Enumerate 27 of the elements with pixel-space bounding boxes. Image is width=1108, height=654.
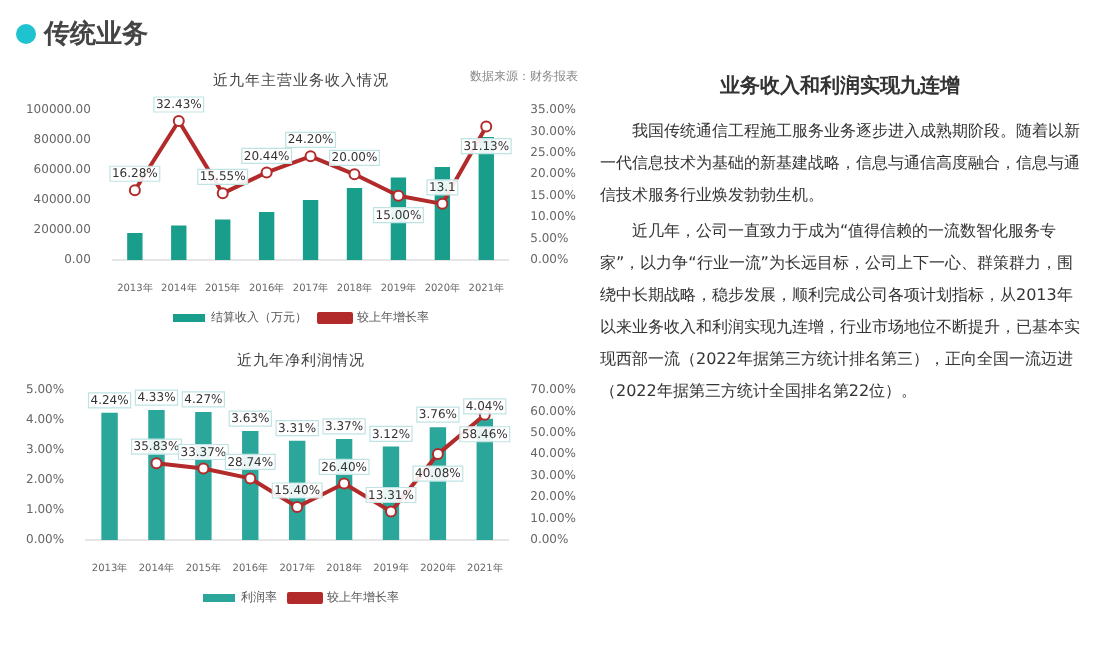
bar bbox=[127, 233, 143, 260]
point bbox=[216, 187, 229, 200]
point bbox=[304, 150, 317, 163]
point bbox=[436, 197, 449, 210]
point bbox=[348, 168, 361, 181]
bar bbox=[101, 412, 118, 540]
point bbox=[150, 457, 163, 470]
point bbox=[291, 501, 304, 513]
text: 近几年，公司一直致力于成为“值得信赖的一流数智化服务专家”，以力争“行业一流”为长远目标，公司上下一心、群策群力，围绕中长期战略，稳步发展，顺利完成公司各项计划指标，从2013年以来业务收入和利润实现九连增，行业市场地位不断提升，已基本实现西部一流（2022年据第三方统计排名第三），正向全国一流迈进（2022年据第三方统计全国排名第22位）。 bbox=[600, 220, 1080, 404]
bar bbox=[302, 200, 319, 260]
point bbox=[172, 115, 185, 128]
point bbox=[392, 189, 405, 202]
point bbox=[197, 462, 210, 475]
text: 我国传统通信工程施工服务业务逐步进入成熟期阶段。随着以新一代信息技术为基础的新基建战略，信息与通信高度融合，信息与通信技术服务行业焕发勃勃生机。 bbox=[600, 120, 1080, 208]
point bbox=[260, 166, 273, 179]
point bbox=[431, 448, 444, 461]
bar bbox=[346, 188, 363, 260]
point bbox=[384, 505, 397, 518]
bar bbox=[171, 225, 187, 260]
point bbox=[244, 472, 257, 485]
text: 业务收入和利润实现九连增 bbox=[718, 72, 962, 100]
point bbox=[128, 184, 141, 197]
point bbox=[338, 477, 351, 490]
bar bbox=[258, 212, 275, 260]
point bbox=[480, 120, 493, 133]
bar bbox=[215, 219, 231, 260]
text: 传统业务 bbox=[44, 17, 148, 52]
